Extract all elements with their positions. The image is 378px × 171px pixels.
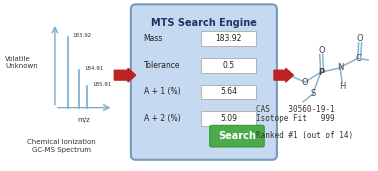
FancyBboxPatch shape — [201, 111, 256, 126]
FancyBboxPatch shape — [201, 84, 256, 99]
Text: Volatile
Unknown: Volatile Unknown — [5, 56, 38, 69]
Text: Chemical Ionization
GC-MS Spectrum: Chemical Ionization GC-MS Spectrum — [27, 139, 96, 153]
Text: N: N — [337, 63, 343, 72]
FancyArrow shape — [274, 68, 293, 82]
Text: 5.64: 5.64 — [220, 87, 237, 96]
FancyBboxPatch shape — [201, 31, 256, 46]
Text: Search: Search — [218, 131, 256, 141]
Text: 184.91: 184.91 — [84, 66, 104, 71]
Text: Tolerance: Tolerance — [144, 61, 180, 70]
Text: C: C — [356, 54, 362, 63]
Text: 0.5: 0.5 — [223, 61, 235, 70]
Text: A + 2 (%): A + 2 (%) — [144, 114, 180, 123]
Text: Ranked #1 (out of 14): Ranked #1 (out of 14) — [256, 131, 353, 140]
Text: m/z: m/z — [78, 117, 90, 123]
FancyArrow shape — [114, 68, 136, 82]
Text: P: P — [319, 68, 325, 77]
Text: H: H — [339, 82, 345, 91]
Text: A + 1 (%): A + 1 (%) — [144, 87, 180, 96]
Text: O: O — [302, 78, 308, 87]
Text: 183.92: 183.92 — [215, 34, 242, 43]
Text: O: O — [356, 34, 363, 43]
FancyBboxPatch shape — [210, 125, 264, 147]
Text: CAS    30560-19-1: CAS 30560-19-1 — [256, 105, 335, 114]
Text: O: O — [318, 46, 325, 55]
Text: S: S — [310, 89, 316, 98]
Text: 183.92: 183.92 — [73, 33, 92, 38]
Text: MTS Search Engine: MTS Search Engine — [151, 18, 257, 28]
FancyBboxPatch shape — [131, 4, 277, 160]
Text: 185.91: 185.91 — [92, 82, 111, 87]
Text: Isotope Fit   999: Isotope Fit 999 — [256, 114, 335, 123]
Text: 5.09: 5.09 — [220, 114, 237, 123]
Text: Mass: Mass — [144, 34, 163, 43]
FancyBboxPatch shape — [201, 58, 256, 73]
